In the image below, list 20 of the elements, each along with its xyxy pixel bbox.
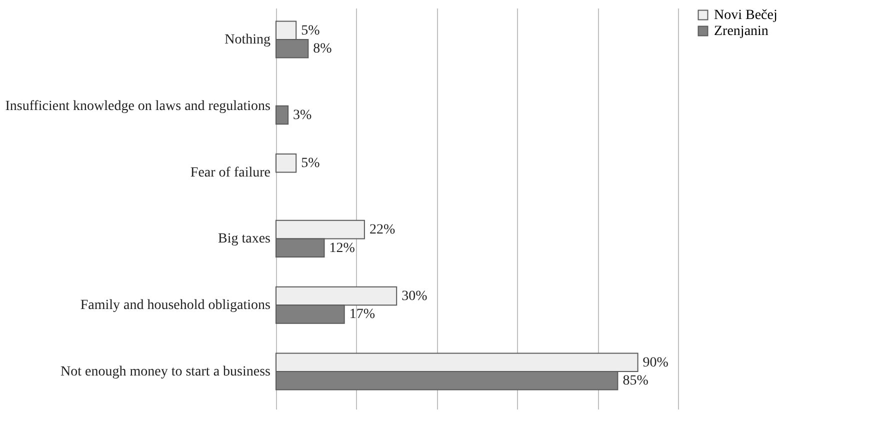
y-tick-label: Family and household obligations xyxy=(80,298,270,314)
y-tick-label: Not enough money to start a business xyxy=(60,364,270,380)
bar xyxy=(276,105,289,125)
legend-label: Zrenjanin xyxy=(714,24,768,39)
data-label: 90% xyxy=(642,355,669,370)
legend-label: Novi Bečej xyxy=(714,8,778,23)
y-tick-label: Insufficient knowledge on laws and regulations xyxy=(5,98,270,114)
data-label: 8% xyxy=(313,42,332,57)
data-label: 30% xyxy=(402,288,428,304)
data-label: 5% xyxy=(301,23,320,38)
data-label: 85% xyxy=(622,374,649,389)
y-tick-label: Big taxes xyxy=(218,232,270,247)
data-label: 12% xyxy=(329,240,356,256)
data-label: 5% xyxy=(301,156,320,172)
data-label: 17% xyxy=(349,307,376,322)
y-tick-label: Nothing xyxy=(224,32,270,48)
bar xyxy=(276,154,297,173)
data-label: 22% xyxy=(369,222,396,238)
y-tick-label: Fear of failure xyxy=(190,165,270,180)
data-label: 3% xyxy=(293,108,312,124)
